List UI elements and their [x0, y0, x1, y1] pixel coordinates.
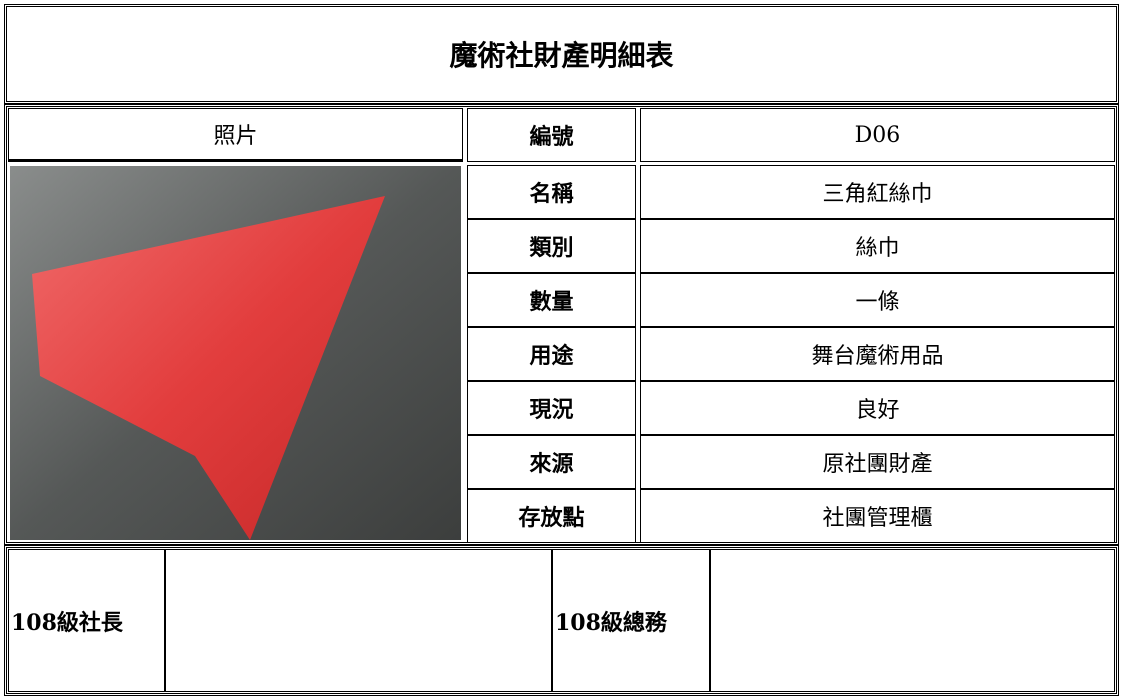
field-label: 用途 [467, 327, 636, 381]
field-value: 一條 [640, 273, 1115, 327]
table-frame [4, 104, 1119, 545]
title-frame [4, 4, 1119, 104]
field-value: 三角紅絲巾 [640, 165, 1115, 219]
field-value: 社團管理櫃 [640, 489, 1115, 543]
field-value: 舞台魔術用品 [640, 327, 1115, 381]
field-value: 絲巾 [640, 219, 1115, 273]
signature-label: 108級社長 [8, 549, 165, 692]
field-label: 編號 [467, 108, 636, 162]
field-label: 存放點 [467, 489, 636, 543]
signature-cell [710, 549, 1115, 692]
field-label: 數量 [467, 273, 636, 327]
title: 魔術社財產明細表 [449, 39, 674, 72]
field-value: D06 [640, 108, 1115, 162]
signature-label: 108級總務 [552, 549, 710, 692]
field-value: 原社團財產 [640, 435, 1115, 489]
field-label: 類別 [467, 219, 636, 273]
photo [10, 166, 461, 540]
field-label: 名稱 [467, 165, 636, 219]
photo-label: 照片 [8, 108, 463, 162]
field-label: 現況 [467, 381, 636, 435]
signature-frame [4, 545, 1119, 696]
field-value: 良好 [640, 381, 1115, 435]
signature-cell [165, 549, 552, 692]
field-label: 來源 [467, 435, 636, 489]
